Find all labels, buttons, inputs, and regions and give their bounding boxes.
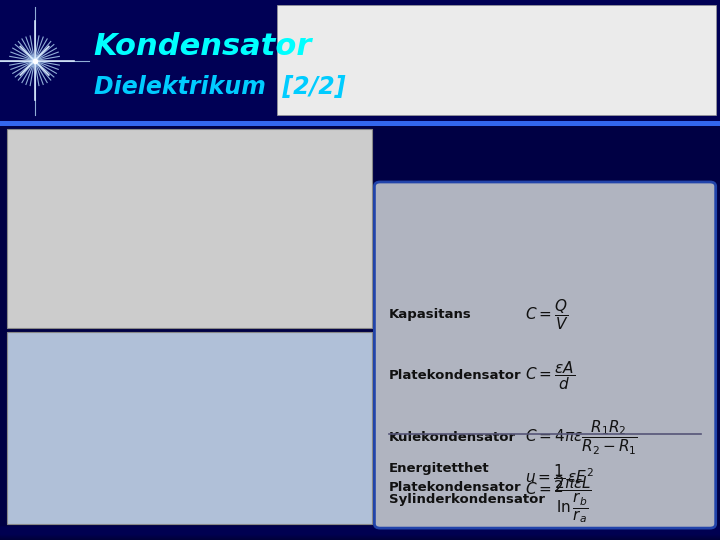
Bar xyxy=(0,530,720,537)
Bar xyxy=(0,527,720,534)
Bar xyxy=(0,532,720,539)
Bar xyxy=(0,528,720,535)
Bar xyxy=(0,529,720,536)
Bar xyxy=(0,533,720,539)
Bar xyxy=(0,527,720,534)
Bar xyxy=(0,530,720,537)
Bar xyxy=(0,528,720,535)
Text: $C = \dfrac{2\pi\varepsilon L}{\ln \dfrac{r_b}{r_a}}$: $C = \dfrac{2\pi\varepsilon L}{\ln \dfra… xyxy=(526,474,593,525)
Bar xyxy=(0,530,720,537)
Bar xyxy=(0,529,720,535)
Bar xyxy=(0,531,720,538)
Bar xyxy=(7,332,372,524)
Bar xyxy=(0,532,720,539)
Bar xyxy=(0,529,720,535)
Text: $C = 4\pi\varepsilon\dfrac{R_1 R_2}{R_2 - R_1}$: $C = 4\pi\varepsilon\dfrac{R_1 R_2}{R_2 … xyxy=(526,418,638,457)
Bar xyxy=(0,528,720,534)
Bar xyxy=(0,532,720,539)
Bar xyxy=(0,528,720,535)
Bar xyxy=(0,530,720,537)
Text: $C = \dfrac{\varepsilon A}{d}$: $C = \dfrac{\varepsilon A}{d}$ xyxy=(526,360,575,393)
Text: Platekondensator: Platekondensator xyxy=(389,369,521,382)
Bar xyxy=(0,529,720,536)
Bar xyxy=(0,529,720,536)
Bar xyxy=(0,531,720,538)
Text: Sylinderkondensator: Sylinderkondensator xyxy=(389,492,545,505)
Bar xyxy=(0,532,720,539)
Bar xyxy=(0,526,720,534)
Bar xyxy=(0,531,720,538)
Bar xyxy=(0,530,720,537)
Bar xyxy=(0,528,720,534)
Bar xyxy=(0,531,720,538)
Bar xyxy=(0,530,720,536)
FancyBboxPatch shape xyxy=(374,182,716,528)
Bar xyxy=(0,530,720,537)
Bar xyxy=(0,0,720,122)
Bar xyxy=(0,528,720,535)
Bar xyxy=(0,530,720,536)
Bar xyxy=(0,526,720,534)
Bar xyxy=(0,528,720,535)
Bar xyxy=(0,528,720,535)
Bar xyxy=(0,527,720,534)
Bar xyxy=(0,528,720,534)
Bar xyxy=(0,532,720,538)
Bar xyxy=(0,530,720,537)
Bar xyxy=(0,532,720,539)
Bar xyxy=(0,531,720,538)
Text: $u = \dfrac{1}{2}\,\varepsilon E^2$: $u = \dfrac{1}{2}\,\varepsilon E^2$ xyxy=(526,462,595,495)
Bar xyxy=(0,532,720,538)
Bar xyxy=(0,526,720,534)
Bar xyxy=(0,533,720,539)
Bar xyxy=(0,529,720,536)
Bar xyxy=(0,531,720,538)
Bar xyxy=(0,527,720,534)
Bar xyxy=(0,533,720,539)
Bar xyxy=(0,528,720,535)
Bar xyxy=(0,534,720,540)
Bar xyxy=(0,531,720,537)
Bar xyxy=(0,531,720,538)
Bar xyxy=(0,531,720,537)
Bar xyxy=(0,528,720,535)
Bar xyxy=(0,533,720,540)
Bar xyxy=(0,529,720,536)
Text: Dielektrikum  [2/2]: Dielektrikum [2/2] xyxy=(94,76,345,99)
Text: Energitetthet
Platekondensator: Energitetthet Platekondensator xyxy=(389,462,521,494)
Bar xyxy=(0,527,720,534)
Text: Kapasitans: Kapasitans xyxy=(389,308,472,321)
Bar xyxy=(0,527,720,534)
Bar xyxy=(0,529,720,536)
Text: Kondensator: Kondensator xyxy=(94,32,312,60)
Text: Kulekondensator: Kulekondensator xyxy=(389,431,516,444)
Bar xyxy=(0,533,720,540)
Bar xyxy=(277,5,716,115)
Bar xyxy=(0,528,720,535)
Bar xyxy=(0,532,720,539)
Bar xyxy=(0,122,720,126)
Bar xyxy=(0,529,720,536)
Bar xyxy=(0,530,720,537)
Bar xyxy=(0,530,720,537)
Bar xyxy=(0,531,720,538)
Bar xyxy=(0,529,720,536)
Bar xyxy=(0,532,720,539)
Bar xyxy=(0,530,720,536)
Text: $C = \dfrac{Q}{V}$: $C = \dfrac{Q}{V}$ xyxy=(526,297,569,332)
Bar xyxy=(0,531,720,537)
Bar xyxy=(0,529,720,536)
Bar xyxy=(0,531,720,538)
Bar xyxy=(0,533,720,540)
Bar xyxy=(0,530,720,537)
Bar xyxy=(0,532,720,539)
Bar xyxy=(0,532,720,539)
Bar xyxy=(0,528,720,535)
Bar xyxy=(0,529,720,535)
Bar xyxy=(0,532,720,539)
Bar xyxy=(0,529,720,536)
Bar xyxy=(0,532,720,538)
Bar xyxy=(7,129,372,328)
